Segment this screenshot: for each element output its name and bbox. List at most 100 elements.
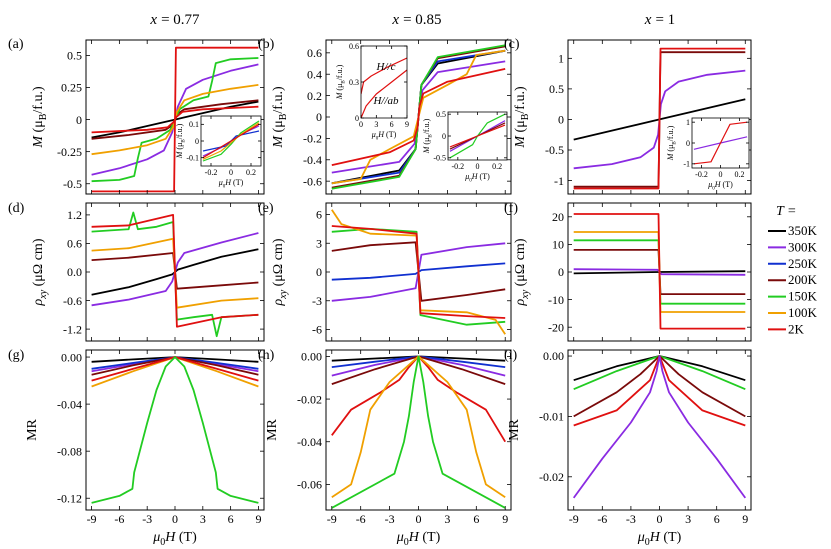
axis-label-part-0: μ [218, 178, 223, 187]
column-title-3: x = 1 [644, 12, 675, 28]
axis-label-part-1: 0 [376, 136, 379, 141]
axis-label-part-1: (μ [513, 120, 528, 136]
y-tick-label: -0.04 [297, 435, 322, 449]
y-tick-label: 0.5 [549, 82, 564, 96]
y-axis-label: MR [265, 418, 280, 440]
y-axis-label: MR [25, 418, 40, 440]
y-tick-label: -20 [548, 320, 564, 334]
panel-d: -1.2 -0.6 0.0 0.6 1.2 (d) ρxy (μΩ cm) [8, 201, 265, 342]
x-tick-label: 0.2 [492, 162, 502, 171]
y-tick-label: 0 [558, 265, 564, 279]
x-tick-label: 0.2 [246, 168, 256, 177]
series-2k [573, 355, 746, 427]
y-tick-label: 0.3 [349, 78, 359, 87]
x-tick-label: -9 [87, 512, 97, 526]
y-axis-label: M (μB/f.u.) [271, 86, 289, 149]
y-tick-label: -0.5 [63, 177, 82, 191]
series-2k [331, 225, 506, 319]
x-tick-label: 3 [200, 512, 206, 526]
axis-label-part-1: xy [278, 289, 289, 299]
axis-label-part-2: H [649, 530, 661, 545]
axis-label-part-2: B [341, 80, 346, 84]
axis-label-part-0: M [666, 152, 675, 161]
axis-label-part-1: 0 [404, 537, 409, 548]
x-tick-label: 0 [172, 512, 178, 526]
axis-label-part-2: H [471, 172, 479, 181]
axis-label-part-3: /f.u.) [422, 118, 431, 134]
y-tick-label: 0.5 [436, 110, 446, 119]
panel-b-inset-bottom: -0.500.5-0.2 0 0.2M (μB/f.u.)μ0H (T) [422, 110, 508, 183]
axis-label-part-0: ρ [271, 298, 286, 306]
axis-label-part-1: 0 [469, 178, 472, 183]
x-tick-label: -0.2 [451, 162, 464, 171]
x-tick-label: 9 [742, 512, 748, 526]
y-tick-label: -0.1 [186, 153, 199, 162]
axis-label-part-3: /f.u.) [175, 123, 184, 139]
y-tick-label: 0 [195, 137, 199, 146]
y-tick-label: -1 [554, 174, 564, 188]
inset-label-h-ab: H//ab [372, 95, 399, 107]
axis-label-part-3: /f.u.) [335, 64, 344, 80]
x-tick-label: 3 [444, 512, 450, 526]
series-2k [449, 124, 506, 148]
series-group [449, 113, 506, 159]
axis-label-part-2: B [278, 113, 289, 120]
axis-label-part-2: B [428, 134, 433, 138]
y-tick-label: -0.4 [303, 153, 322, 167]
y-tick-label: -10 [548, 293, 564, 307]
x-tick-label: 3 [685, 512, 691, 526]
axis-label-part-0: M [31, 135, 46, 149]
legend-label-2k: 2K [788, 321, 805, 336]
axis-label-part-3: /f.u.) [271, 86, 286, 114]
legend-label-350k: 350K [788, 223, 818, 238]
y-tick-label: -0.12 [57, 491, 82, 505]
y-tick-label: -0.08 [57, 444, 82, 458]
column-title-1-val: = 0.77 [161, 12, 200, 28]
legend-label-300k: 300K [788, 239, 818, 254]
y-axis-label: MR [507, 418, 522, 440]
x-axis-label: μ0H (T) [637, 530, 682, 548]
y-tick-label: -0.2 [303, 132, 322, 146]
series-150k [331, 355, 506, 509]
series-group [331, 355, 506, 509]
legend-label-250k: 250K [788, 256, 818, 271]
axis-label-part-1: 0 [645, 537, 650, 548]
inset-x-label: μ0H (T) [464, 172, 490, 183]
y-tick-label: -0.6 [63, 294, 82, 308]
y-axis-label: M (μB/f.u.) [31, 86, 49, 149]
y-tick-label: 0 [442, 132, 446, 141]
x-tick-label: 0 [719, 170, 723, 179]
series-2k [202, 123, 260, 159]
panel-label-i: (i) [504, 348, 518, 363]
x-tick-label: -0.2 [205, 168, 218, 177]
axis-label-part-3: (T) [231, 178, 244, 187]
y-tick-label: 0.6 [307, 46, 322, 60]
y-tick-label: -0.06 [297, 478, 322, 492]
series-group [331, 44, 506, 190]
y-tick-label: -0.02 [539, 470, 564, 484]
y-tick-label: -0.5 [545, 143, 564, 157]
column-title-1: x = 0.77 [149, 12, 200, 28]
panel-c-inset: -101-0.2 0 0.2M (μB/f.u.)μ0H (T) [666, 117, 750, 191]
y-tick-label: 0.6 [349, 42, 359, 51]
axis-label-part-1: (μ [666, 145, 675, 154]
inset-x-label: μ0H (T) [707, 180, 733, 191]
series-group [91, 356, 259, 504]
y-tick-label: 0.00 [61, 350, 82, 364]
series-2k-saturated [91, 46, 259, 193]
series-150k [91, 356, 259, 504]
y-tick-label: -0.02 [297, 392, 322, 406]
y-tick-label: -3 [312, 294, 322, 308]
column-title-3-var: x [644, 12, 652, 28]
y-tick-label: -1 [683, 160, 690, 169]
axis-label-part-1: (μ [271, 120, 286, 136]
y-tick-label: 0.1 [189, 120, 199, 129]
axis-label-part-1: xy [38, 289, 49, 299]
axis-label-part-3: (T) [419, 530, 441, 545]
axis-label-part-0: μ [464, 172, 469, 181]
axis-label-part-2: (μΩ cm) [513, 238, 528, 290]
x-tick-label: 0 [229, 168, 233, 177]
series-100k [331, 355, 506, 498]
y-tick-label: 0.00 [543, 349, 564, 363]
